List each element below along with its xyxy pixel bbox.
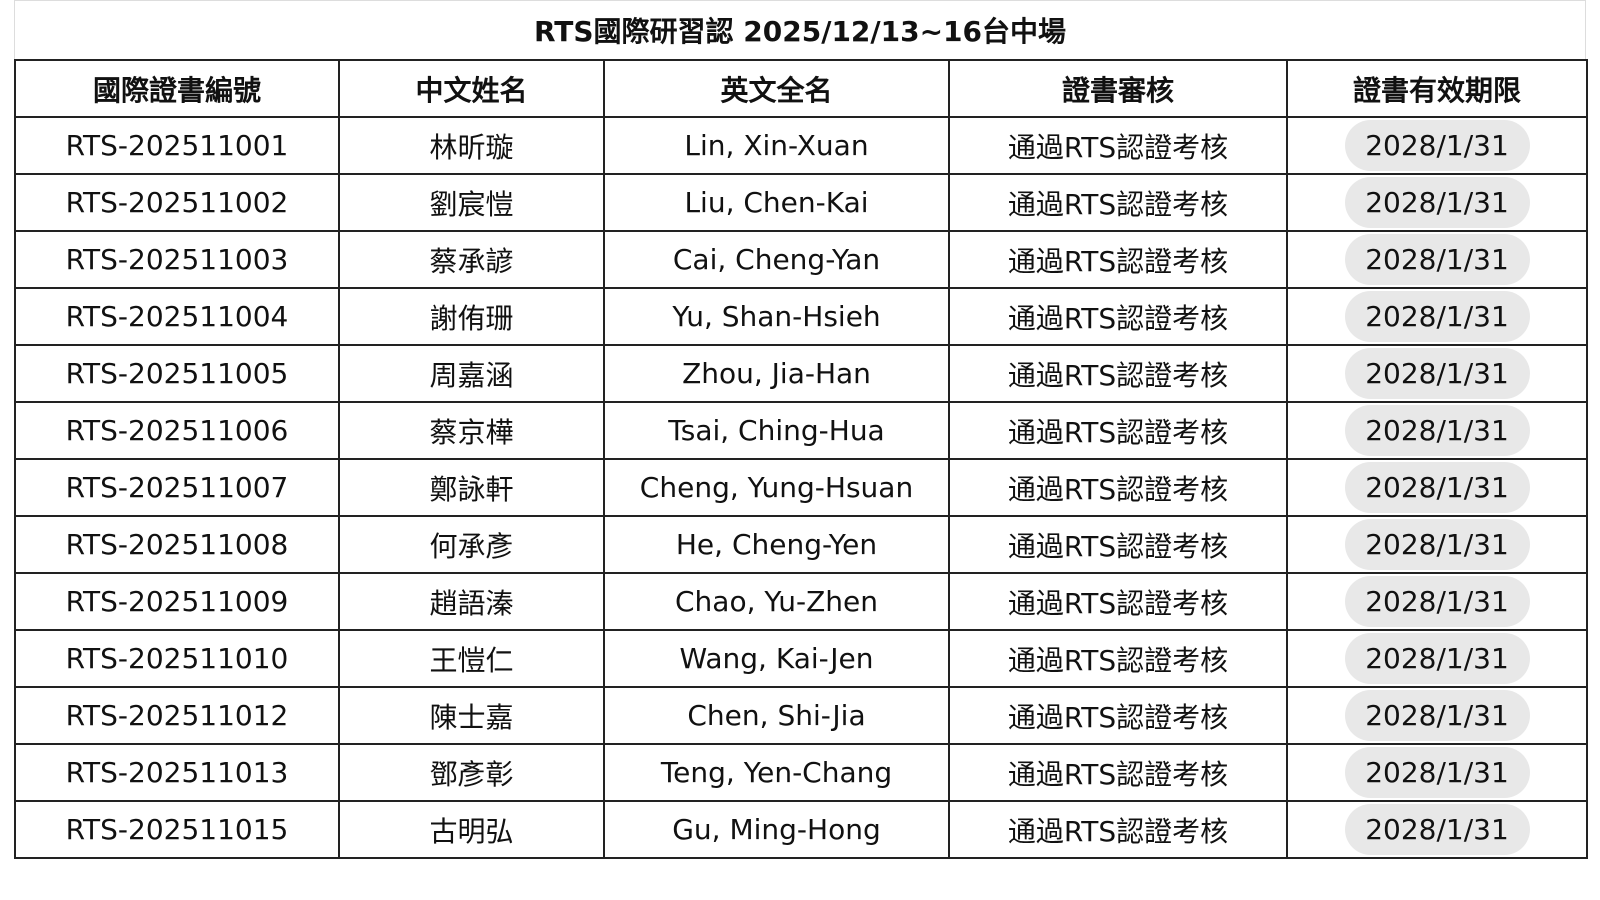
chinese-name-cell: 古明弘 — [338, 800, 605, 859]
cert-id-cell: RTS-202511002 — [14, 173, 340, 232]
review-status-cell: 通過RTS認證考核 — [948, 173, 1288, 232]
column-header-cert-id: 國際證書編號 — [14, 59, 340, 118]
chinese-name-cell: 陳士嘉 — [338, 686, 605, 745]
header-row: 國際證書編號 中文姓名 英文全名 證書審核 證書有效期限 — [14, 59, 1588, 118]
table-row: RTS-202511003 蔡承諺 Cai, Cheng-Yan 通過RTS認證考核 2… — [14, 230, 1588, 289]
english-name-cell: Teng, Yen-Chang — [603, 743, 950, 802]
cert-id-cell: RTS-202511006 — [14, 401, 340, 460]
chinese-name-cell: 何承彥 — [338, 515, 605, 574]
table-row: RTS-202511009 趙語溱 Chao, Yu-Zhen 通過RTS認證考核 20… — [14, 572, 1588, 631]
cert-id-cell: RTS-202511009 — [14, 572, 340, 631]
english-name-cell: Cai, Cheng-Yan — [603, 230, 950, 289]
expiry-cell: 2028/1/31 — [1286, 800, 1588, 859]
chinese-name-cell: 王愷仁 — [338, 629, 605, 688]
review-status-cell: 通過RTS認證考核 — [948, 401, 1288, 460]
chinese-name-cell: 鄧彥彰 — [338, 743, 605, 802]
column-header-chinese-name: 中文姓名 — [338, 59, 605, 118]
english-name-cell: He, Cheng-Yen — [603, 515, 950, 574]
expiry-date-badge: 2028/1/31 — [1344, 462, 1530, 513]
chinese-name-cell: 林昕璇 — [338, 116, 605, 175]
cert-id-cell: RTS-202511003 — [14, 230, 340, 289]
chinese-name-cell: 謝侑珊 — [338, 287, 605, 346]
review-status-cell: 通過RTS認證考核 — [948, 629, 1288, 688]
cert-id-cell: RTS-202511005 — [14, 344, 340, 403]
english-name-cell: Cheng, Yung-Hsuan — [603, 458, 950, 517]
column-header-english-name: 英文全名 — [603, 59, 950, 118]
review-status-cell: 通過RTS認證考核 — [948, 116, 1288, 175]
expiry-date-badge: 2028/1/31 — [1344, 690, 1530, 741]
expiry-cell: 2028/1/31 — [1286, 230, 1588, 289]
expiry-cell: 2028/1/31 — [1286, 515, 1588, 574]
review-status-cell: 通過RTS認證考核 — [948, 800, 1288, 859]
table-row: RTS-202511006 蔡京樺 Tsai, Ching-Hua 通過RTS認證考核… — [14, 401, 1588, 460]
expiry-cell: 2028/1/31 — [1286, 458, 1588, 517]
english-name-cell: Chen, Shi-Jia — [603, 686, 950, 745]
english-name-cell: Tsai, Ching-Hua — [603, 401, 950, 460]
cert-id-cell: RTS-202511015 — [14, 800, 340, 859]
review-status-cell: 通過RTS認證考核 — [948, 458, 1288, 517]
chinese-name-cell: 趙語溱 — [338, 572, 605, 631]
expiry-date-badge: 2028/1/31 — [1344, 234, 1530, 285]
review-status-cell: 通過RTS認證考核 — [948, 572, 1288, 631]
table-row: RTS-202511010 王愷仁 Wang, Kai-Jen 通過RTS認證考核 20… — [14, 629, 1588, 688]
table-row: RTS-202511001 林昕璇 Lin, Xin-Xuan 通過RTS認證考核 20… — [14, 116, 1588, 175]
cert-id-cell: RTS-202511010 — [14, 629, 340, 688]
cert-id-cell: RTS-202511007 — [14, 458, 340, 517]
chinese-name-cell: 周嘉涵 — [338, 344, 605, 403]
cert-id-cell: RTS-202511004 — [14, 287, 340, 346]
certificate-table: 國際證書編號 中文姓名 英文全名 證書審核 證書有效期限 RTS-2025110… — [14, 59, 1588, 859]
page-title: RTS國際研習認 2025/12/13~16台中場 — [14, 0, 1586, 59]
table-row: RTS-202511013 鄧彥彰 Teng, Yen-Chang 通過RTS認證考核… — [14, 743, 1588, 802]
expiry-date-badge: 2028/1/31 — [1344, 291, 1530, 342]
expiry-cell: 2028/1/31 — [1286, 173, 1588, 232]
expiry-date-badge: 2028/1/31 — [1344, 519, 1530, 570]
chinese-name-cell: 蔡京樺 — [338, 401, 605, 460]
table-row: RTS-202511008 何承彥 He, Cheng-Yen 通過RTS認證考核 20… — [14, 515, 1588, 574]
english-name-cell: Wang, Kai-Jen — [603, 629, 950, 688]
english-name-cell: Liu, Chen-Kai — [603, 173, 950, 232]
chinese-name-cell: 蔡承諺 — [338, 230, 605, 289]
expiry-date-badge: 2028/1/31 — [1344, 405, 1530, 456]
english-name-cell: Yu, Shan-Hsieh — [603, 287, 950, 346]
expiry-cell: 2028/1/31 — [1286, 743, 1588, 802]
expiry-cell: 2028/1/31 — [1286, 686, 1588, 745]
column-header-expiry: 證書有效期限 — [1286, 59, 1588, 118]
review-status-cell: 通過RTS認證考核 — [948, 287, 1288, 346]
expiry-cell: 2028/1/31 — [1286, 116, 1588, 175]
expiry-cell: 2028/1/31 — [1286, 287, 1588, 346]
table-row: RTS-202511015 古明弘 Gu, Ming-Hong 通過RTS認證考核 20… — [14, 800, 1588, 859]
table-row: RTS-202511007 鄭詠軒 Cheng, Yung-Hsuan 通過RTS認證… — [14, 458, 1588, 517]
cert-id-cell: RTS-202511008 — [14, 515, 340, 574]
table-row: RTS-202511004 謝侑珊 Yu, Shan-Hsieh 通過RTS認證考核 2… — [14, 287, 1588, 346]
cert-id-cell: RTS-202511001 — [14, 116, 340, 175]
review-status-cell: 通過RTS認證考核 — [948, 686, 1288, 745]
table-row: RTS-202511005 周嘉涵 Zhou, Jia-Han 通過RTS認證考核 20… — [14, 344, 1588, 403]
expiry-date-badge: 2028/1/31 — [1344, 747, 1530, 798]
expiry-date-badge: 2028/1/31 — [1344, 120, 1530, 171]
english-name-cell: Zhou, Jia-Han — [603, 344, 950, 403]
expiry-cell: 2028/1/31 — [1286, 572, 1588, 631]
english-name-cell: Chao, Yu-Zhen — [603, 572, 950, 631]
expiry-date-badge: 2028/1/31 — [1344, 348, 1530, 399]
review-status-cell: 通過RTS認證考核 — [948, 344, 1288, 403]
review-status-cell: 通過RTS認證考核 — [948, 515, 1288, 574]
expiry-cell: 2028/1/31 — [1286, 629, 1588, 688]
review-status-cell: 通過RTS認證考核 — [948, 743, 1288, 802]
chinese-name-cell: 鄭詠軒 — [338, 458, 605, 517]
expiry-date-badge: 2028/1/31 — [1344, 804, 1530, 855]
cert-id-cell: RTS-202511013 — [14, 743, 340, 802]
expiry-cell: 2028/1/31 — [1286, 401, 1588, 460]
cert-id-cell: RTS-202511012 — [14, 686, 340, 745]
chinese-name-cell: 劉宸愷 — [338, 173, 605, 232]
review-status-cell: 通過RTS認證考核 — [948, 230, 1288, 289]
table-row: RTS-202511012 陳士嘉 Chen, Shi-Jia 通過RTS認證考核 20… — [14, 686, 1588, 745]
expiry-date-badge: 2028/1/31 — [1344, 576, 1530, 627]
column-header-review: 證書審核 — [948, 59, 1288, 118]
english-name-cell: Lin, Xin-Xuan — [603, 116, 950, 175]
expiry-cell: 2028/1/31 — [1286, 344, 1588, 403]
expiry-date-badge: 2028/1/31 — [1344, 633, 1530, 684]
table-row: RTS-202511002 劉宸愷 Liu, Chen-Kai 通過RTS認證考核 20… — [14, 173, 1588, 232]
english-name-cell: Gu, Ming-Hong — [603, 800, 950, 859]
expiry-date-badge: 2028/1/31 — [1344, 177, 1530, 228]
